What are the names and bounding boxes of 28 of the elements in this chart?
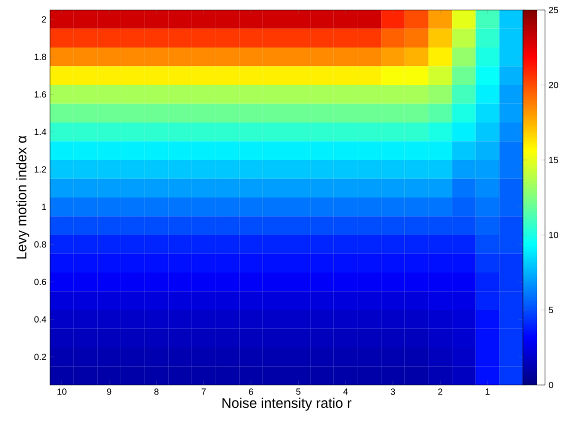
y-tick-label: 1.4 (34, 128, 46, 135)
color-bar-label: 20 (548, 82, 558, 88)
y-tick-label: 2 (42, 16, 46, 23)
x-tick-label: 7 (202, 388, 206, 395)
y-tick-label: 0.2 (34, 354, 46, 360)
x-tick-label: 6 (248, 388, 254, 395)
color-bar-label: 10 (549, 232, 558, 238)
y-tick-label: 0.6 (34, 278, 46, 286)
y-tick-label: 1.6 (34, 91, 46, 98)
x-tick-label: 9 (107, 388, 112, 395)
color-bar-label: 25 (548, 6, 558, 14)
color-bar-label: 5 (548, 306, 554, 314)
y-tick-label: 0.4 (34, 316, 46, 323)
x-tick-label: 1 (486, 388, 490, 395)
x-tick-label: 10 (58, 388, 66, 395)
y-tick-label: 1.8 (34, 54, 46, 60)
y-tick-label: 1 (42, 204, 46, 210)
color-bar-label: 0 (548, 382, 554, 388)
y-axis-title: Levy motion index α (16, 136, 30, 259)
y-tick-label: 0.8 (34, 241, 46, 248)
x-axis-title: Noise intensity ratio r (222, 398, 352, 411)
y-tick-label: 1.2 (34, 166, 46, 173)
x-tick-label: 2 (438, 388, 442, 395)
x-tick-label: 4 (343, 388, 348, 395)
x-tick-label: 5 (296, 388, 300, 395)
x-tick-label: 8 (154, 388, 159, 395)
color-bar-label: 15 (549, 156, 558, 164)
x-tick-label: 3 (390, 388, 396, 395)
